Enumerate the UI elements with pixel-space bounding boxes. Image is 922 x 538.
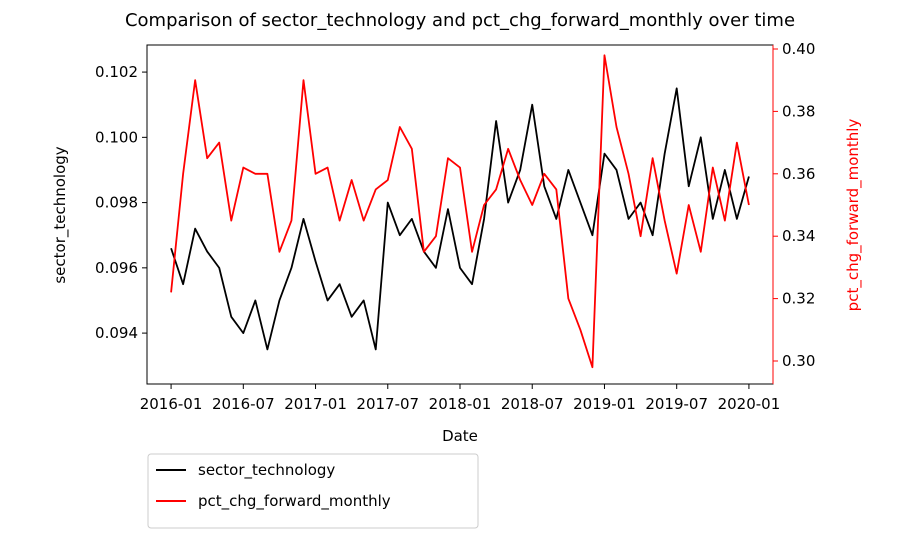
y-axis-label: sector_technology: [51, 146, 70, 283]
y2-tick-label: 0.36: [782, 165, 815, 183]
legend-box: [147, 453, 479, 529]
x-tick-label: 2016-07: [212, 395, 275, 413]
y2-tick-label: 0.38: [782, 102, 815, 120]
x-tick-label: 2019-01: [573, 395, 636, 413]
y-tick-label: 0.096: [95, 259, 138, 277]
y2-axis-label: pct_chg_forward_monthly: [844, 119, 863, 312]
y-tick-label: 0.098: [95, 194, 138, 212]
legend-label: sector_technology: [198, 461, 335, 480]
x-tick-label: 2016-01: [140, 395, 203, 413]
y2-tick-label: 0.34: [782, 227, 815, 245]
x-tick-label: 2018-07: [501, 395, 564, 413]
y2-tick-label: 0.40: [782, 40, 815, 58]
chart-title: Comparison of sector_technology and pct_…: [125, 10, 795, 31]
y-tick-label: 0.094: [95, 324, 138, 342]
y2-tick-label: 0.30: [782, 352, 815, 370]
y-tick-label: 0.102: [95, 63, 138, 81]
series-line: [170, 54, 750, 369]
y-tick-label: 0.100: [95, 128, 138, 146]
x-tick-label: 2017-07: [356, 395, 419, 413]
x-tick-label: 2017-01: [284, 395, 347, 413]
x-axis-label: Date: [442, 427, 478, 445]
plot-frame: [146, 44, 774, 385]
x-tick-label: 2020-01: [718, 395, 781, 413]
legend-label: pct_chg_forward_monthly: [198, 492, 391, 511]
x-tick-label: 2018-01: [429, 395, 492, 413]
series-line: [170, 87, 750, 351]
y2-tick-label: 0.32: [782, 290, 815, 308]
x-tick-label: 2019-07: [645, 395, 708, 413]
